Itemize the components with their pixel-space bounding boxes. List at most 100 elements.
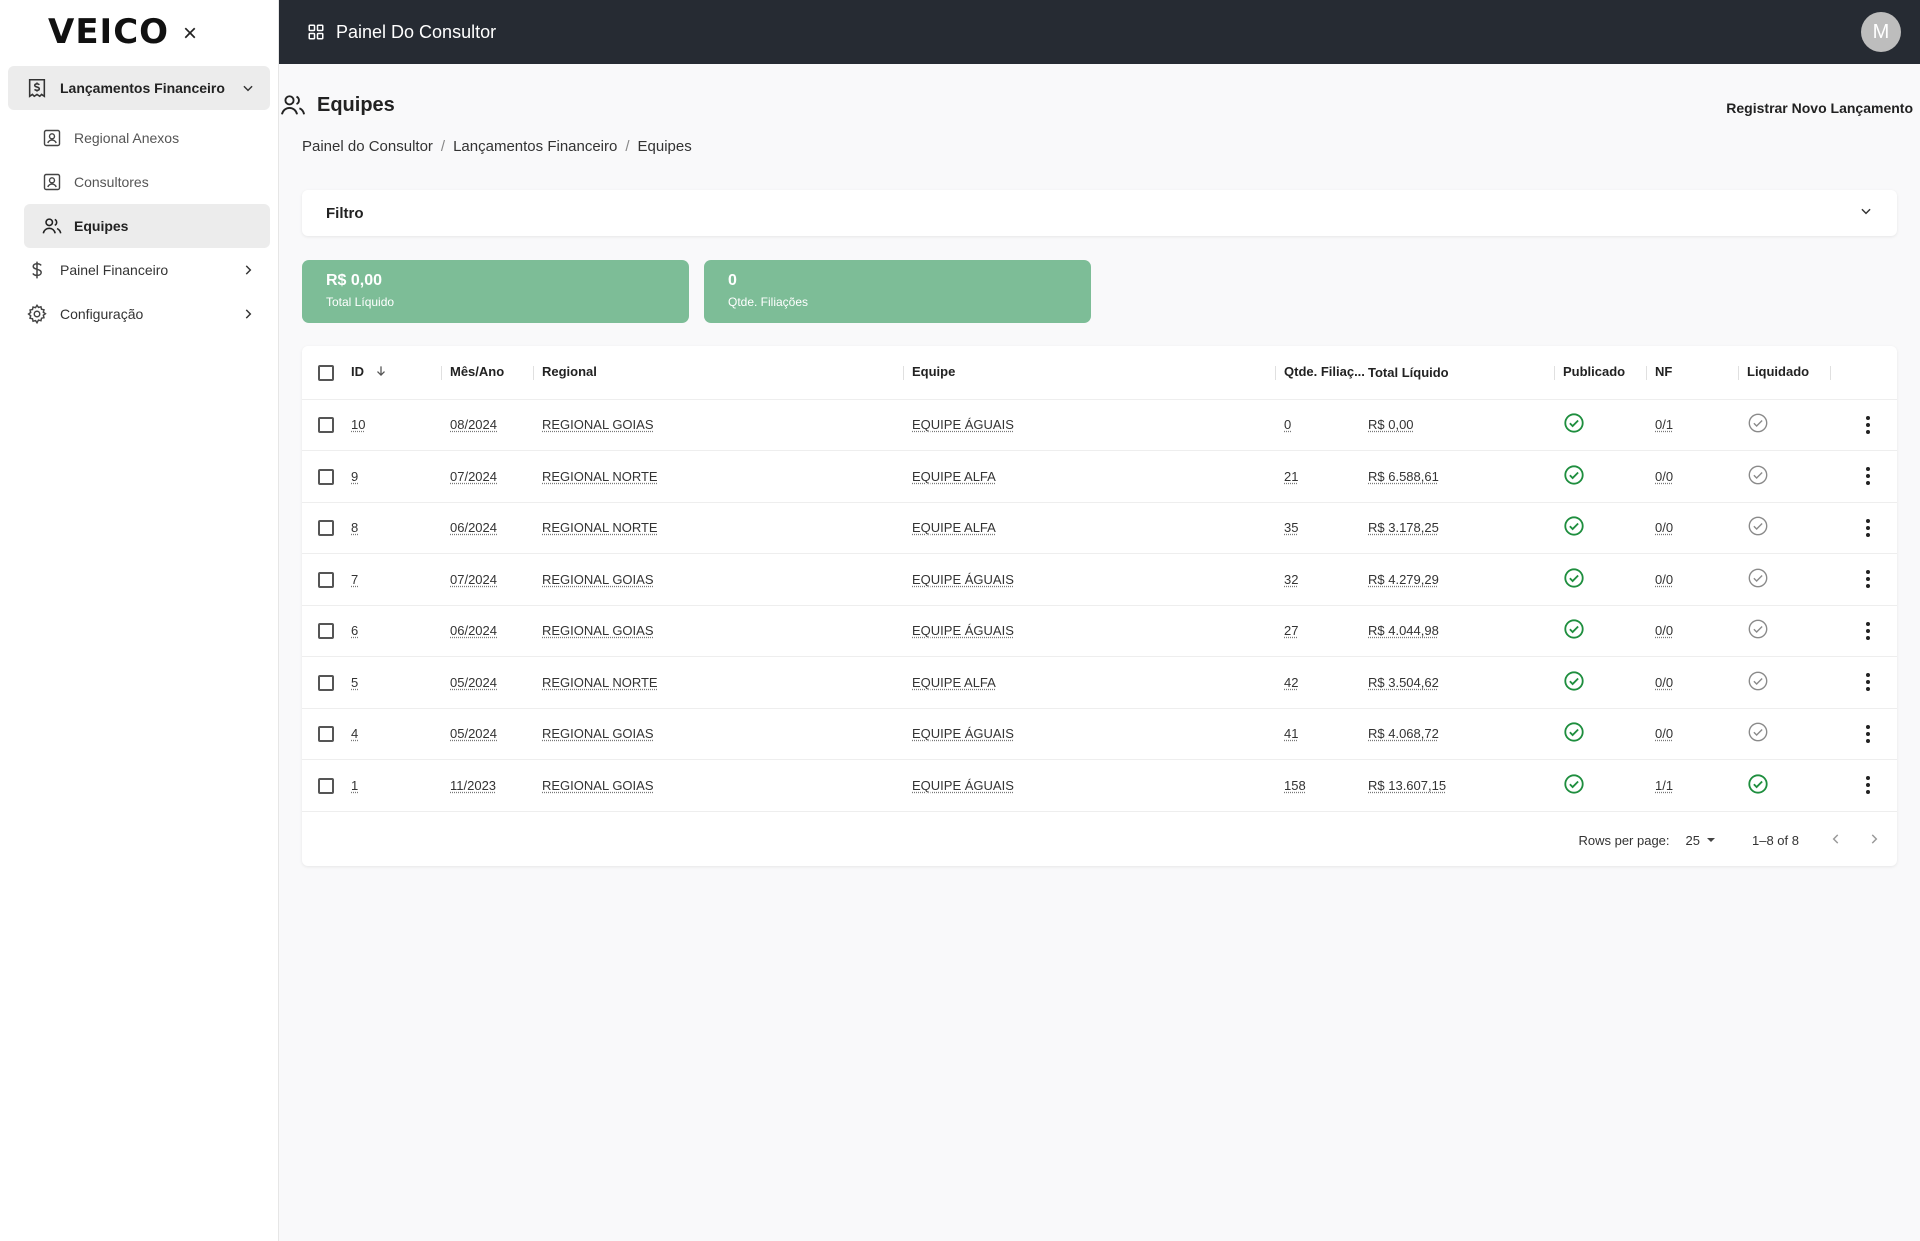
cell-text: EQUIPE ALFA bbox=[912, 674, 996, 690]
stat-card-total-liquido: R$ 0,00 Total Líquido bbox=[302, 260, 689, 323]
sidebar-item-label: Lançamentos Financeiro bbox=[60, 80, 225, 96]
table-row[interactable]: 4 05/2024 REGIONAL GOIAS EQUIPE ÁGUAIS 41 R$ … bbox=[302, 708, 1897, 760]
column-separator bbox=[1554, 366, 1555, 381]
cell-qtde: 42 bbox=[1275, 656, 1368, 709]
cell-text: EQUIPE ALFA bbox=[912, 468, 996, 484]
sidebar-item-equipes[interactable]: Equipes bbox=[24, 204, 270, 248]
page-title: Equipes bbox=[317, 93, 395, 116]
row-checkbox[interactable] bbox=[318, 571, 334, 588]
more-vert-icon[interactable] bbox=[1858, 415, 1878, 434]
cell-text: 1 bbox=[351, 777, 359, 793]
select-all-checkbox[interactable] bbox=[318, 364, 334, 381]
sidebar-item-lancamentos-financeiro[interactable]: Lançamentos Financeiro bbox=[8, 66, 270, 110]
column-separator bbox=[533, 366, 534, 381]
more-vert-icon[interactable] bbox=[1858, 776, 1878, 795]
logo-row: VEICO × bbox=[0, 0, 278, 64]
pagination-controls bbox=[1829, 832, 1881, 849]
cell-liquidado bbox=[1738, 502, 1830, 554]
sidebar-item-configuracao[interactable]: Configuração bbox=[8, 292, 270, 336]
cell-text: 1/1 bbox=[1655, 777, 1674, 793]
column-header-liquidado[interactable]: Liquidado bbox=[1738, 346, 1830, 400]
cell-nf: 0/0 bbox=[1646, 450, 1738, 503]
cell-equipe: EQUIPE ÁGUAIS bbox=[903, 708, 1275, 760]
row-checkbox[interactable] bbox=[318, 468, 334, 485]
cell-total: R$ 6.588,61 bbox=[1368, 450, 1554, 503]
cell-text: 0/0 bbox=[1655, 520, 1674, 536]
next-page-icon[interactable] bbox=[1867, 832, 1881, 849]
cell-mes-ano: 11/2023 bbox=[441, 759, 533, 812]
more-vert-icon[interactable] bbox=[1858, 621, 1878, 640]
cell-text: REGIONAL NORTE bbox=[542, 674, 658, 690]
more-vert-icon[interactable] bbox=[1858, 673, 1878, 692]
column-header-id[interactable]: ID bbox=[351, 346, 441, 400]
cell-mes-ano: 05/2024 bbox=[441, 708, 533, 760]
close-sidebar-icon[interactable]: × bbox=[183, 20, 198, 47]
row-checkbox[interactable] bbox=[318, 520, 334, 537]
logo: VEICO bbox=[48, 12, 170, 52]
column-header-actions bbox=[1830, 346, 1897, 400]
rows-per-page-select[interactable]: 25 bbox=[1686, 833, 1716, 848]
table-row[interactable]: 5 05/2024 REGIONAL NORTE EQUIPE ALFA 42 R$ 3.… bbox=[302, 656, 1897, 709]
table-row[interactable]: 1 11/2023 REGIONAL GOIAS EQUIPE ÁGUAIS 158 R$… bbox=[302, 759, 1897, 812]
previous-page-icon[interactable] bbox=[1829, 832, 1843, 849]
column-header-mes-ano[interactable]: Mês/Ano bbox=[441, 346, 533, 400]
cell-id: 8 bbox=[351, 502, 441, 554]
table-row[interactable]: 6 06/2024 REGIONAL GOIAS EQUIPE ÁGUAIS 27 R$ … bbox=[302, 605, 1897, 657]
cell-text: 06/2024 bbox=[450, 623, 497, 639]
cell-nf: 0/0 bbox=[1646, 708, 1738, 760]
row-checkbox[interactable] bbox=[318, 726, 334, 743]
check-circle-gray-icon bbox=[1747, 619, 1769, 643]
column-separator bbox=[903, 366, 904, 381]
cell-actions bbox=[1830, 553, 1897, 606]
cell-text: REGIONAL GOIAS bbox=[542, 571, 654, 587]
cell-text: 11/2023 bbox=[450, 777, 497, 793]
sidebar-item-painel-financeiro[interactable]: Painel Financeiro bbox=[8, 248, 270, 292]
column-header-regional[interactable]: Regional bbox=[533, 346, 903, 400]
more-vert-icon[interactable] bbox=[1858, 467, 1878, 486]
cell-equipe: EQUIPE ALFA bbox=[903, 502, 1275, 554]
more-vert-icon[interactable] bbox=[1858, 724, 1878, 743]
cell-text: R$ 4.044,98 bbox=[1368, 623, 1439, 639]
sort-arrow-down-icon[interactable] bbox=[374, 364, 388, 381]
cell-total: R$ 0,00 bbox=[1368, 399, 1554, 451]
user-card-icon bbox=[40, 170, 64, 194]
gear-icon bbox=[24, 301, 50, 327]
column-header-publicado[interactable]: Publicado bbox=[1554, 346, 1646, 400]
more-vert-icon[interactable] bbox=[1858, 518, 1878, 537]
breadcrumb-link[interactable]: Painel do Consultor bbox=[302, 138, 433, 155]
row-checkbox[interactable] bbox=[318, 674, 334, 691]
cell-text: R$ 3.178,25 bbox=[1368, 520, 1439, 536]
column-header-equipe[interactable]: Equipe bbox=[903, 346, 1275, 400]
column-header-total[interactable]: Total Líquido bbox=[1368, 346, 1554, 400]
cell-text: EQUIPE ÁGUAIS bbox=[912, 417, 1014, 433]
more-vert-icon[interactable] bbox=[1858, 570, 1878, 589]
cell-regional: REGIONAL NORTE bbox=[533, 656, 903, 709]
cell-liquidado bbox=[1738, 656, 1830, 709]
sidebar-item-consultores[interactable]: Consultores bbox=[24, 160, 270, 204]
row-checkbox[interactable] bbox=[318, 623, 334, 640]
row-select-cell bbox=[302, 502, 351, 554]
check-circle-gray-icon bbox=[1747, 722, 1769, 746]
cell-qtde: 27 bbox=[1275, 605, 1368, 657]
table-row[interactable]: 9 07/2024 REGIONAL NORTE EQUIPE ALFA 21 R$ 6.… bbox=[302, 450, 1897, 503]
cell-equipe: EQUIPE ÁGUAIS bbox=[903, 399, 1275, 451]
avatar[interactable]: M bbox=[1861, 12, 1901, 52]
column-header-nf[interactable]: NF bbox=[1646, 346, 1738, 400]
table-row[interactable]: 7 07/2024 REGIONAL GOIAS EQUIPE ÁGUAIS 32 R$ … bbox=[302, 553, 1897, 606]
cell-publicado bbox=[1554, 605, 1646, 657]
data-table: ID Mês/Ano Regional Equipe Qtde. Filiaç.… bbox=[302, 346, 1897, 866]
row-checkbox[interactable] bbox=[318, 777, 334, 794]
check-circle-gray-icon bbox=[1747, 516, 1769, 540]
row-checkbox[interactable] bbox=[318, 417, 334, 434]
filter-accordion[interactable]: Filtro bbox=[302, 190, 1897, 236]
table-row[interactable]: 10 08/2024 REGIONAL GOIAS EQUIPE ÁGUAIS 0 R$ … bbox=[302, 399, 1897, 451]
table-row[interactable]: 8 06/2024 REGIONAL NORTE EQUIPE ALFA 35 R$ 3.… bbox=[302, 502, 1897, 554]
sidebar-item-regional-anexos[interactable]: Regional Anexos bbox=[24, 116, 270, 160]
breadcrumb-link[interactable]: Lançamentos Financeiro bbox=[453, 138, 618, 155]
cell-nf: 0/0 bbox=[1646, 502, 1738, 554]
column-header-qtde[interactable]: Qtde. Filiaç... bbox=[1275, 346, 1368, 400]
stat-label: Total Líquido bbox=[326, 295, 395, 309]
register-new-entry-button[interactable]: Registrar Novo Lançamento bbox=[1726, 100, 1913, 116]
cell-liquidado bbox=[1738, 553, 1830, 606]
page-header: Equipes bbox=[279, 90, 395, 120]
